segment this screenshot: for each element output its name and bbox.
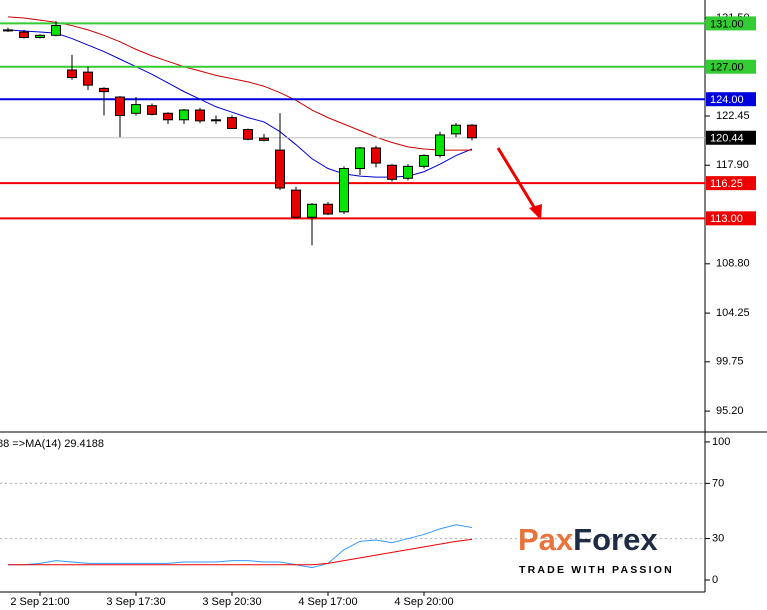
candle-body [403, 165, 413, 179]
moving-average [7, 16, 472, 151]
annotation-arrow-head [529, 204, 542, 220]
logo-part: x [556, 522, 574, 557]
y-tick-label: 0 [712, 574, 718, 586]
candle-body [387, 164, 397, 180]
candle-body [451, 124, 461, 135]
candle-body [115, 96, 125, 116]
logo: PaxForex TRADE WITH PASSION [518, 522, 674, 576]
candle-body [259, 137, 269, 141]
candle-body [51, 25, 61, 36]
candle-body [243, 129, 253, 140]
level-label-box [706, 92, 756, 107]
level-label: 127.00 [710, 62, 744, 74]
level-label-box [706, 176, 756, 191]
candle-body [163, 112, 173, 121]
y-tick-label: 117.90 [716, 159, 749, 171]
y-tick-label: 100 [712, 436, 730, 448]
x-tick-label: 3 Sep 20:30 [202, 596, 261, 608]
candle-body [323, 203, 333, 215]
candle-body [131, 104, 141, 114]
indicator-label: 88 =>MA(14) 29.4188 [0, 438, 104, 450]
y-tick-label: 95.20 [716, 405, 744, 417]
y-tick-label: 108.80 [716, 258, 750, 270]
candle-body [467, 124, 477, 139]
y-tick-label: 99.75 [716, 356, 744, 368]
candle-body [227, 117, 237, 129]
logo-text: PaxForex [518, 522, 658, 557]
indicator-line [8, 524, 473, 569]
logo-part: Pa [518, 522, 557, 557]
candle-body [291, 189, 301, 218]
last-price-box [706, 130, 756, 145]
level-label: 124.00 [710, 94, 744, 106]
candle-body [435, 134, 445, 157]
candle-body [355, 147, 365, 170]
indicator-line [8, 538, 473, 566]
plot: 131.50122.45117.90108.80104.2599.7595.20… [0, 12, 756, 608]
annotation-arrow [496, 147, 539, 213]
logo-tagline: TRADE WITH PASSION [519, 564, 674, 576]
candle-body [275, 149, 285, 189]
candle-body [99, 87, 109, 93]
level-label-box [706, 211, 756, 226]
level-label: 113.00 [710, 213, 743, 225]
candle-body [67, 69, 77, 79]
level-label: 116.25 [710, 178, 743, 190]
candle-body [211, 119, 221, 122]
candle-body [3, 29, 13, 32]
candle-body [339, 168, 349, 213]
candle-body [307, 203, 317, 218]
candle-body [35, 34, 45, 38]
x-tick-label: 3 Sep 17:30 [106, 596, 165, 608]
candle-body [147, 105, 157, 115]
y-tick-label: 104.25 [716, 307, 750, 319]
logo-part: Forex [573, 522, 658, 557]
x-tick-label: 4 Sep 17:00 [298, 596, 357, 608]
y-tick-label: 70 [712, 477, 724, 489]
level-label-box [706, 59, 756, 74]
candle-body [195, 109, 205, 122]
y-tick-label: 122.45 [716, 110, 750, 122]
level-label-box [706, 16, 756, 31]
candle-body [83, 71, 93, 86]
y-tick-label: 30 [712, 532, 724, 544]
candle-body [371, 147, 381, 164]
candle-body [179, 109, 189, 121]
candle-body [419, 155, 429, 167]
candle-body [19, 31, 29, 38]
last-price-label: 120.44 [710, 133, 744, 145]
x-tick-label: 2 Sep 21:00 [10, 596, 69, 608]
x-tick-label: 4 Sep 20:00 [394, 596, 453, 608]
level-label: 131.00 [710, 18, 744, 30]
